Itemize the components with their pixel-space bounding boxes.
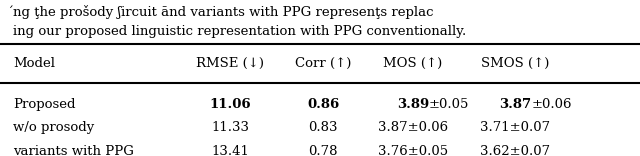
Text: variants with PPG: variants with PPG: [13, 145, 134, 156]
Text: Corr (↑): Corr (↑): [295, 57, 351, 70]
Text: ́ng ţhe prošody ʃircuit ānd variants with PPG represenţs replac: ́ng ţhe prošody ʃircuit ānd variants wit…: [13, 5, 433, 19]
Text: SMOS (↑): SMOS (↑): [481, 57, 549, 70]
Text: ±0.06: ±0.06: [531, 98, 572, 111]
Text: w/o prosody: w/o prosody: [13, 121, 94, 134]
Text: ing our proposed linguistic representation with PPG conventionally.: ing our proposed linguistic representati…: [13, 25, 466, 38]
Text: 0.83: 0.83: [308, 121, 338, 134]
Text: 3.89: 3.89: [397, 98, 429, 111]
Text: 0.78: 0.78: [308, 145, 338, 156]
Text: RMSE (↓): RMSE (↓): [196, 57, 264, 70]
Text: 3.71±0.07: 3.71±0.07: [480, 121, 550, 134]
Text: 3.76±0.05: 3.76±0.05: [378, 145, 448, 156]
Text: 0.86: 0.86: [307, 98, 339, 111]
Text: ±0.05: ±0.05: [429, 98, 469, 111]
Text: MOS (↑): MOS (↑): [383, 57, 442, 70]
Text: Model: Model: [13, 57, 55, 70]
Text: Proposed: Proposed: [13, 98, 76, 111]
Text: 13.41: 13.41: [211, 145, 250, 156]
Text: 3.62±0.07: 3.62±0.07: [480, 145, 550, 156]
Text: 11.33: 11.33: [211, 121, 250, 134]
Text: 3.87±0.06: 3.87±0.06: [378, 121, 448, 134]
Text: 11.06: 11.06: [209, 98, 252, 111]
Text: 3.87: 3.87: [499, 98, 531, 111]
